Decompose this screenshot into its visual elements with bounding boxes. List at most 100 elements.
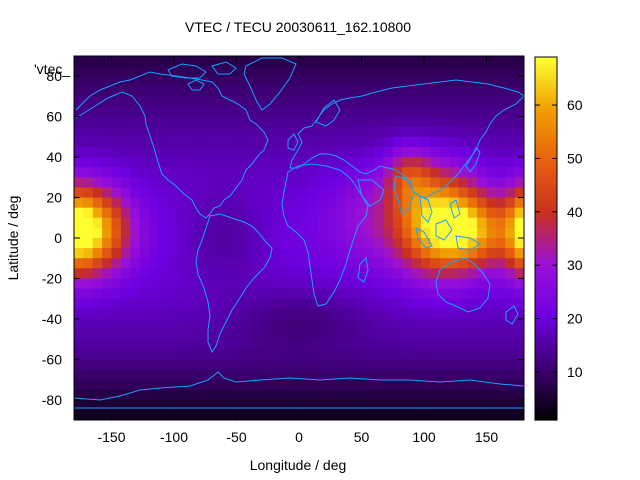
heatmap-cell — [130, 308, 141, 320]
heatmap-cell — [327, 227, 338, 239]
heatmap-grid — [74, 56, 524, 420]
heatmap-cell — [411, 167, 422, 178]
heatmap-cell — [505, 167, 516, 178]
heatmap-cell — [289, 298, 300, 310]
heatmap-cell — [158, 399, 169, 411]
heatmap-cell — [308, 76, 319, 87]
heatmap-cell — [439, 197, 450, 209]
colorbar-segment — [535, 350, 557, 355]
heatmap-cell — [120, 258, 131, 269]
heatmap-cell — [280, 409, 291, 420]
heatmap-cell — [355, 278, 366, 290]
heatmap-cell — [336, 248, 347, 259]
heatmap-cell — [477, 86, 488, 98]
heatmap-cell — [102, 227, 113, 239]
heatmap-cell — [299, 258, 309, 269]
heatmap-cell — [102, 389, 113, 401]
heatmap-cell — [270, 399, 281, 411]
heatmap-cell — [120, 187, 131, 199]
heatmap-cell — [449, 318, 459, 330]
heatmap-cell — [139, 339, 150, 350]
heatmap-cell — [505, 66, 516, 77]
heatmap-cell — [430, 177, 441, 189]
heatmap-cell — [167, 86, 178, 98]
heatmap-cell — [495, 298, 506, 310]
heatmap-cell — [270, 157, 281, 168]
heatmap-cell — [336, 389, 347, 401]
heatmap-cell — [158, 359, 169, 371]
heatmap-cell — [495, 76, 506, 87]
heatmap-cell — [467, 126, 478, 138]
heatmap-cell — [317, 359, 328, 371]
heatmap-cell — [130, 238, 141, 249]
heatmap-cell — [477, 268, 488, 280]
colorbar-segment — [535, 407, 557, 412]
heatmap-cell — [92, 399, 103, 411]
heatmap-cell — [102, 86, 113, 98]
coast-japan — [465, 147, 481, 173]
heatmap-cell — [477, 369, 488, 381]
heatmap-cell — [74, 167, 84, 178]
heatmap-cell — [411, 66, 422, 77]
heatmap-cell — [195, 56, 206, 67]
heatmap-cell — [177, 329, 188, 340]
heatmap-cell — [83, 106, 94, 118]
heatmap-cell — [402, 308, 413, 320]
colorbar-segment — [535, 66, 557, 70]
heatmap-cell — [92, 116, 103, 128]
heatmap-cell — [167, 288, 178, 300]
heatmap-cell — [177, 207, 188, 219]
heatmap-cell — [83, 288, 94, 300]
colorbar-segment — [535, 410, 557, 415]
heatmap-cell — [195, 248, 206, 259]
heatmap-cell — [149, 106, 159, 118]
heatmap-cell — [430, 308, 441, 320]
heatmap-cell — [233, 56, 244, 67]
heatmap-cell — [186, 308, 197, 320]
heatmap-cell — [205, 86, 216, 98]
heatmap-cell — [233, 379, 244, 391]
heatmap-cell — [477, 136, 488, 148]
heatmap-cell — [317, 136, 328, 148]
heatmap-cell — [449, 167, 459, 178]
colorbar-segment — [535, 196, 557, 200]
heatmap-cell — [420, 86, 431, 98]
heatmap-cell — [336, 399, 347, 411]
heatmap-cell — [167, 116, 178, 128]
heatmap-cell — [130, 217, 141, 229]
heatmap-cell — [92, 288, 103, 300]
heatmap-cell — [458, 106, 469, 118]
colorbar-segment — [535, 265, 557, 270]
heatmap-cell — [411, 278, 422, 290]
heatmap-cell — [374, 96, 384, 108]
coast-eurasia — [289, 79, 524, 199]
x-tick-label: -150 — [97, 429, 125, 445]
heatmap-cell — [336, 379, 347, 391]
heatmap-cell — [289, 389, 300, 401]
heatmap-cell — [439, 369, 450, 381]
heatmap-cell — [299, 66, 309, 77]
heatmap-cell — [139, 349, 150, 360]
heatmap-cell — [149, 349, 159, 360]
heatmap-cell — [467, 278, 478, 290]
heatmap-cell — [224, 157, 234, 168]
heatmap-cell — [111, 187, 122, 199]
heatmap-cell — [289, 56, 300, 67]
heatmap-cell — [364, 339, 375, 350]
heatmap-cell — [505, 187, 516, 199]
heatmap-cell — [252, 197, 263, 209]
heatmap-cell — [280, 349, 291, 360]
heatmap-cell — [261, 298, 272, 310]
heatmap-cell — [430, 96, 441, 108]
colorbar-segment — [535, 226, 557, 231]
heatmap-cell — [92, 329, 103, 340]
heatmap-cell — [430, 379, 441, 391]
heatmap-cell — [252, 329, 263, 340]
heatmap-cell — [205, 248, 216, 259]
heatmap-cell — [270, 86, 281, 98]
heatmap-cell — [177, 66, 188, 77]
colorbar-segment — [535, 368, 557, 373]
colorbar-tick-label: 20 — [567, 311, 583, 327]
colorbar-segment — [535, 395, 557, 400]
